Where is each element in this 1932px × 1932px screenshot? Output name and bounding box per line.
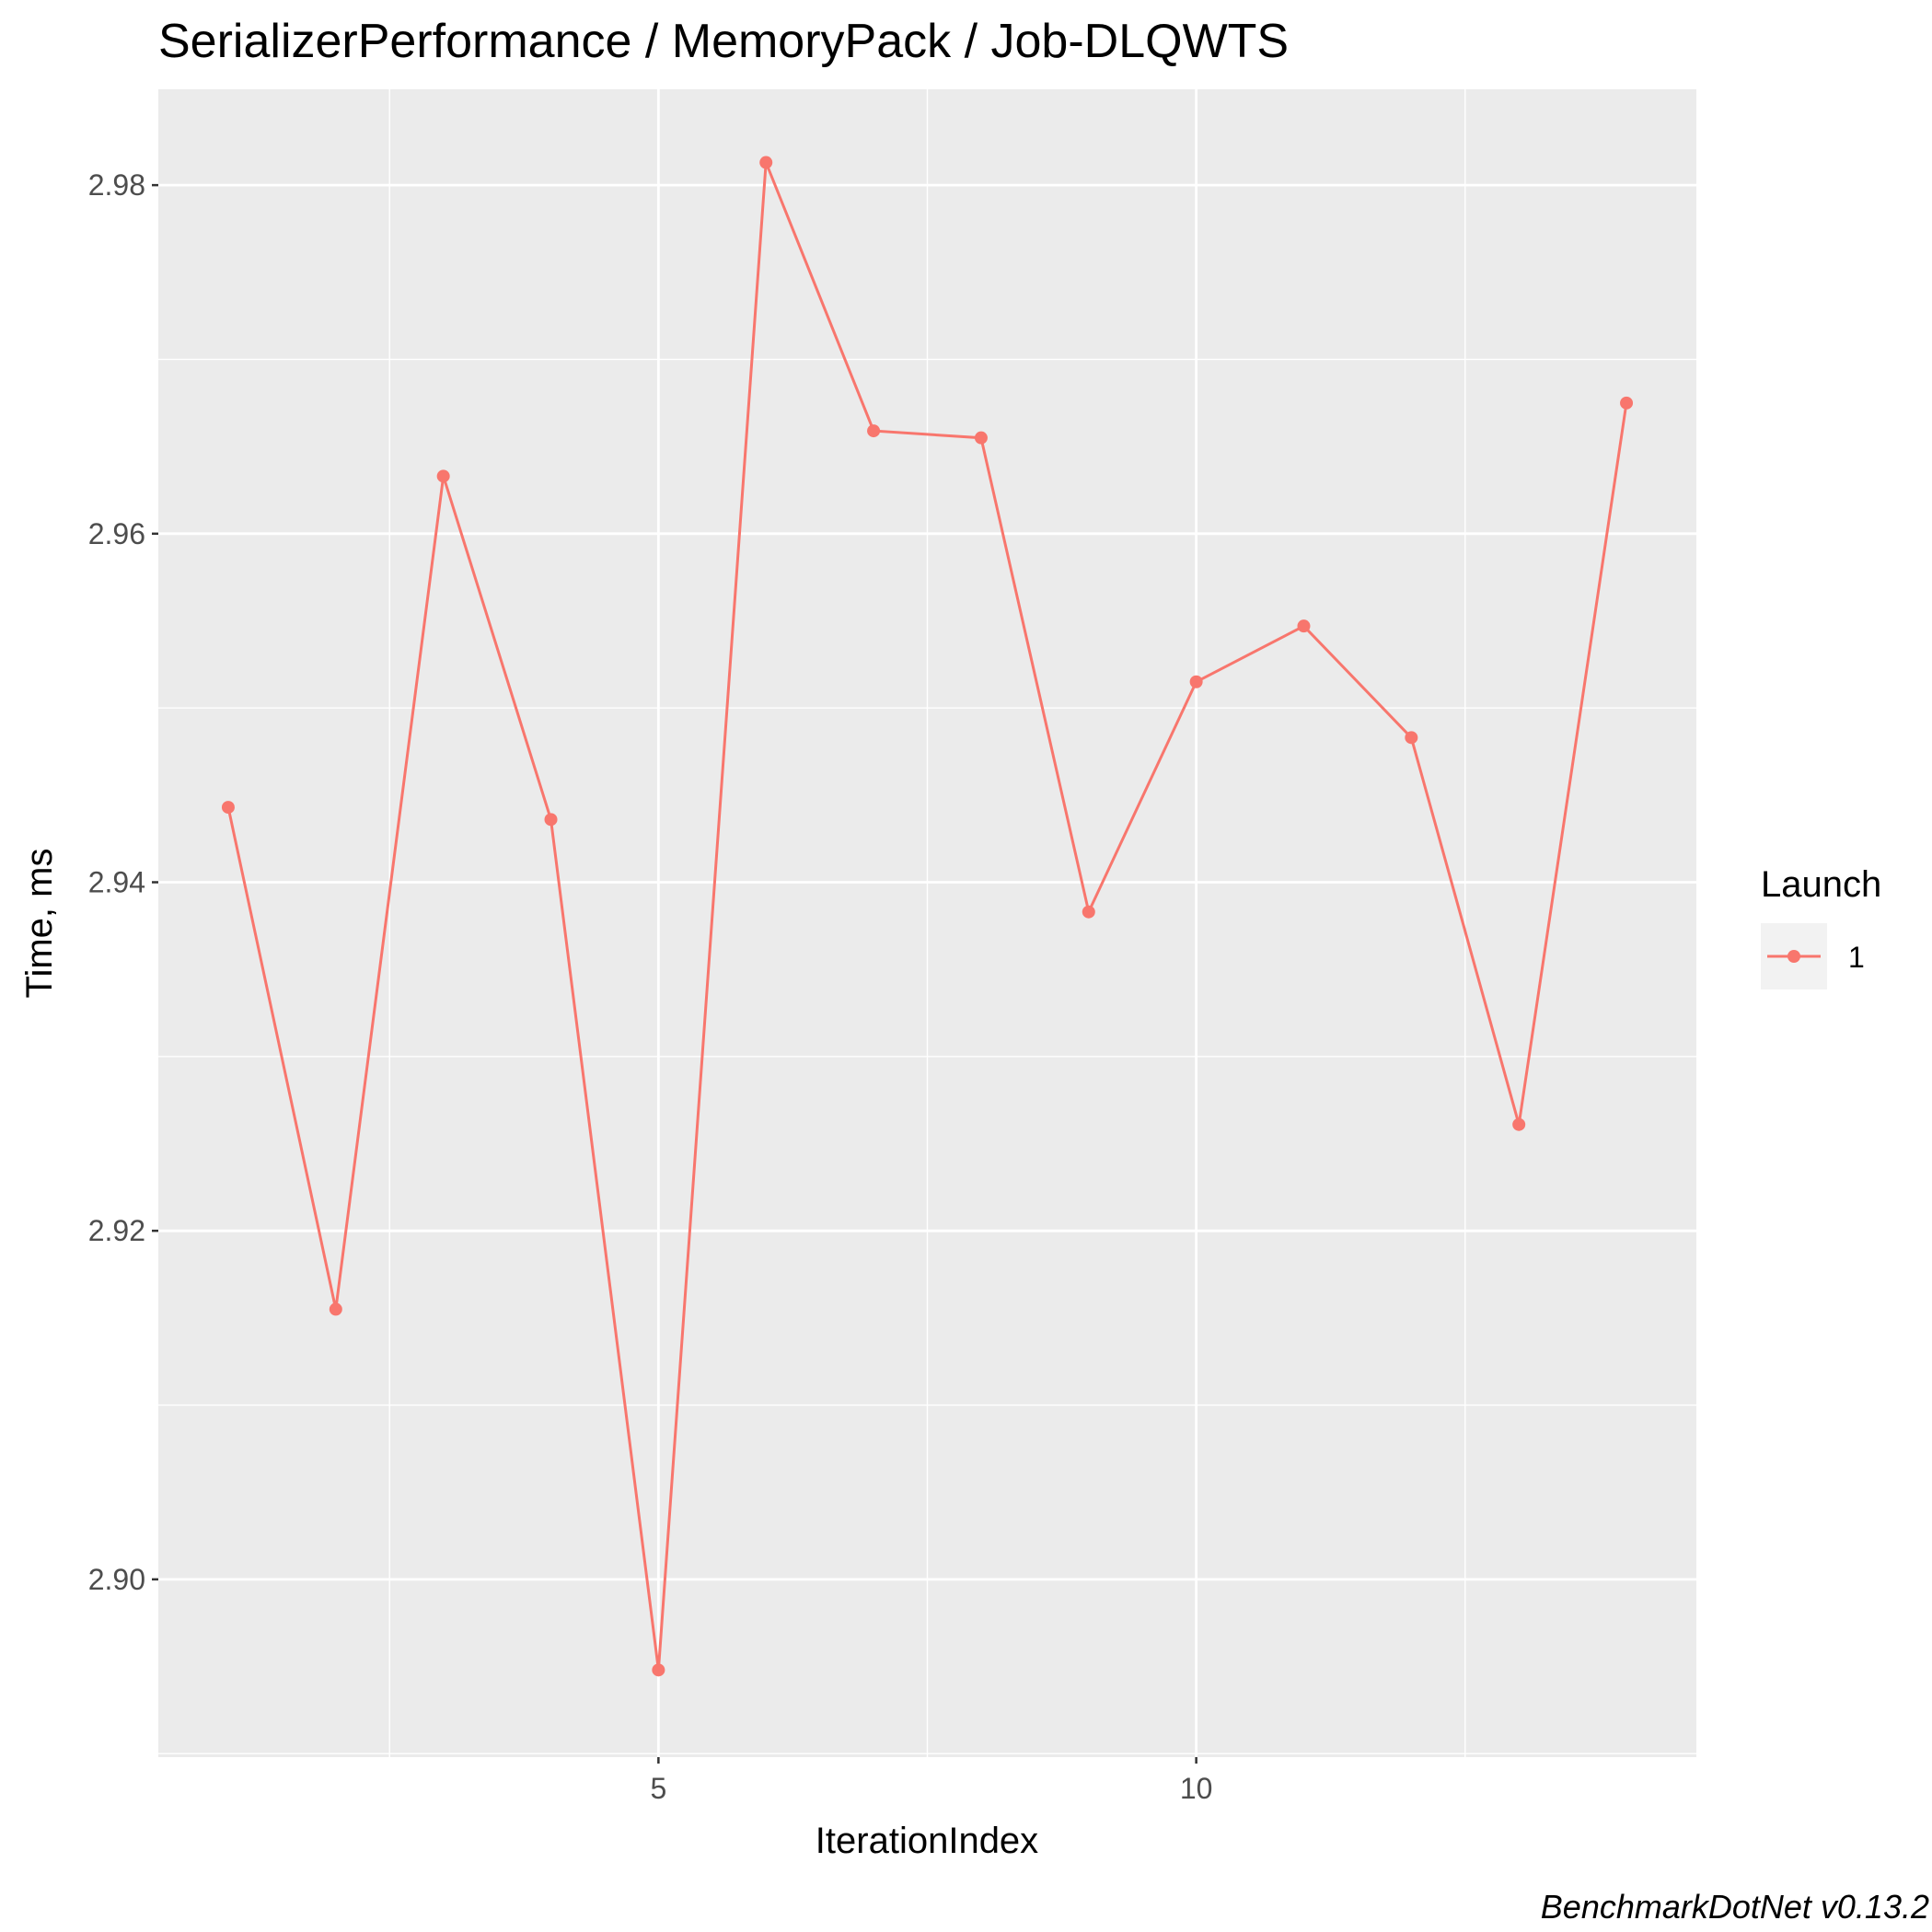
data-point bbox=[1082, 905, 1095, 919]
data-point bbox=[1297, 619, 1311, 633]
chart-title: SerializerPerformance / MemoryPack / Job… bbox=[158, 15, 1289, 68]
data-point bbox=[221, 801, 235, 815]
caption: BenchmarkDotNet v0.13.2 bbox=[1541, 1888, 1929, 1926]
y-tick-label: 2.92 bbox=[88, 1214, 145, 1247]
y-tick-label: 2.96 bbox=[88, 517, 145, 550]
y-axis: 2.90 2.92 2.94 2.96 2.98 bbox=[88, 168, 158, 1596]
minor-gridlines bbox=[158, 89, 1696, 1757]
y-tick-label: 2.90 bbox=[88, 1563, 145, 1596]
data-point bbox=[1189, 675, 1203, 688]
y-axis-title: Time, ms bbox=[19, 849, 60, 999]
x-axis: 5 10 bbox=[650, 1757, 1212, 1805]
data-point bbox=[1405, 731, 1418, 745]
data-point bbox=[652, 1663, 665, 1677]
series-layer bbox=[221, 156, 1634, 1677]
data-point bbox=[1512, 1117, 1526, 1131]
legend-title: Launch bbox=[1761, 864, 1881, 905]
x-axis-title: IterationIndex bbox=[816, 1821, 1038, 1861]
data-point bbox=[329, 1302, 342, 1316]
x-tick-label: 5 bbox=[650, 1772, 666, 1805]
legend: Launch 1 bbox=[1761, 864, 1881, 989]
x-tick-label: 10 bbox=[1180, 1772, 1213, 1805]
major-gridlines bbox=[158, 89, 1696, 1757]
legend-key-point bbox=[1787, 950, 1800, 963]
data-point bbox=[1620, 396, 1634, 410]
data-point bbox=[436, 469, 450, 483]
data-point bbox=[867, 424, 881, 438]
data-point bbox=[759, 156, 773, 169]
series-line bbox=[226, 161, 1628, 1671]
data-point bbox=[974, 431, 988, 445]
y-tick-label: 2.94 bbox=[88, 866, 145, 899]
legend-label: 1 bbox=[1848, 941, 1865, 974]
data-point bbox=[544, 813, 558, 827]
y-tick-label: 2.98 bbox=[88, 168, 145, 202]
